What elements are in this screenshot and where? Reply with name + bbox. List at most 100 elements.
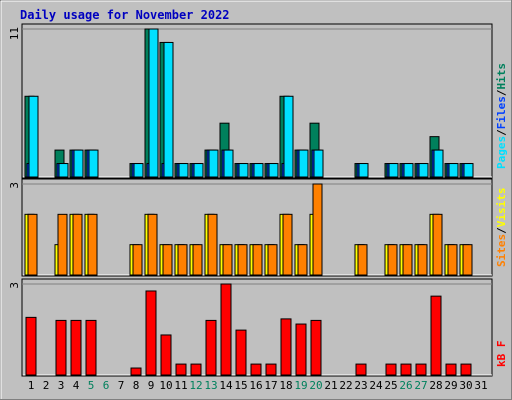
bar xyxy=(387,244,398,276)
bar xyxy=(432,213,443,276)
x-tick-label: 27 xyxy=(414,379,427,392)
x-tick-label: 28 xyxy=(429,379,442,392)
bar xyxy=(400,363,412,376)
x-tick-label: 23 xyxy=(354,379,367,392)
bar xyxy=(463,163,474,178)
legend-entry: Files xyxy=(495,96,508,129)
legend-entry: Sites xyxy=(495,234,508,267)
bar xyxy=(403,163,414,178)
bar xyxy=(297,244,308,276)
x-tick-label: 20 xyxy=(309,379,322,392)
x-tick-label: 21 xyxy=(324,379,337,392)
bar xyxy=(445,363,457,376)
x-tick-label: 19 xyxy=(294,379,307,392)
bar xyxy=(207,213,218,276)
bar xyxy=(253,163,264,178)
x-tick-label: 26 xyxy=(399,379,412,392)
bar xyxy=(460,363,472,376)
legend: Sites/Visits xyxy=(495,188,508,268)
bar xyxy=(163,41,174,178)
x-tick-label: 15 xyxy=(234,379,247,392)
bar xyxy=(418,163,429,178)
bar xyxy=(162,244,173,276)
bar xyxy=(267,244,278,276)
bar xyxy=(130,367,142,376)
x-tick-label: 24 xyxy=(369,379,383,392)
bar xyxy=(250,363,262,376)
bar xyxy=(177,244,188,276)
x-tick-label: 14 xyxy=(219,379,233,392)
bar xyxy=(193,163,204,178)
bar xyxy=(237,244,248,276)
x-tick-label: 13 xyxy=(204,379,217,392)
x-tick-label: 2 xyxy=(43,379,50,392)
x-tick-label: 9 xyxy=(148,379,155,392)
bar xyxy=(313,149,324,178)
x-tick-label: 30 xyxy=(459,379,472,392)
plot-area xyxy=(21,23,493,179)
bar xyxy=(312,183,323,276)
bar xyxy=(310,319,322,376)
bar xyxy=(283,95,294,178)
x-tick-label: 11 xyxy=(174,379,187,392)
legend: Pages/Files/Hits xyxy=(495,63,508,169)
bar xyxy=(447,244,458,276)
bar xyxy=(88,149,99,178)
x-tick-label: 1 xyxy=(28,379,35,392)
bar xyxy=(72,213,83,276)
legend-separator: / xyxy=(495,227,508,234)
bar xyxy=(358,163,369,178)
bar xyxy=(357,244,368,276)
legend-entry: Hits xyxy=(495,63,508,90)
bar xyxy=(220,283,232,376)
bar xyxy=(160,334,172,376)
bar xyxy=(417,244,428,276)
x-tick-label: 10 xyxy=(159,379,172,392)
bar xyxy=(223,149,234,178)
bar xyxy=(402,244,413,276)
bar xyxy=(252,244,263,276)
bar xyxy=(298,149,309,178)
bar xyxy=(238,163,249,178)
bar xyxy=(87,213,98,276)
bar xyxy=(147,213,158,276)
legend-separator: / xyxy=(495,129,508,136)
x-tick-label: 16 xyxy=(249,379,262,392)
bar xyxy=(192,244,203,276)
x-tick-label: 4 xyxy=(73,379,80,392)
legend-entry: Visits xyxy=(495,188,508,228)
bar xyxy=(145,290,157,376)
bar xyxy=(268,163,279,178)
x-tick-label: 25 xyxy=(384,379,397,392)
bar xyxy=(448,163,459,178)
bar xyxy=(27,213,38,276)
x-tick-label: 5 xyxy=(88,379,95,392)
bar xyxy=(462,244,473,276)
x-tick-label: 18 xyxy=(279,379,292,392)
chart-title: Daily usage for November 2022 xyxy=(20,8,230,22)
bar xyxy=(282,213,293,276)
bar xyxy=(25,316,37,376)
bar xyxy=(295,323,307,376)
bar xyxy=(175,363,187,376)
x-tick-label: 31 xyxy=(474,379,487,392)
bar xyxy=(433,149,444,178)
bar xyxy=(385,363,397,376)
bar xyxy=(388,163,399,178)
legend-entry: Pages xyxy=(495,136,508,169)
bar xyxy=(280,318,292,376)
bar xyxy=(178,163,189,178)
y-tick-label: 3 xyxy=(8,182,21,189)
bar xyxy=(85,319,97,376)
bar xyxy=(70,319,82,376)
x-tick-label: 22 xyxy=(339,379,352,392)
x-tick-label: 17 xyxy=(264,379,277,392)
bar xyxy=(235,329,247,376)
bar xyxy=(57,213,68,276)
bar xyxy=(265,363,277,376)
x-tick-label: 3 xyxy=(58,379,65,392)
bar xyxy=(132,244,143,276)
bar xyxy=(222,244,233,276)
bar xyxy=(415,363,427,376)
